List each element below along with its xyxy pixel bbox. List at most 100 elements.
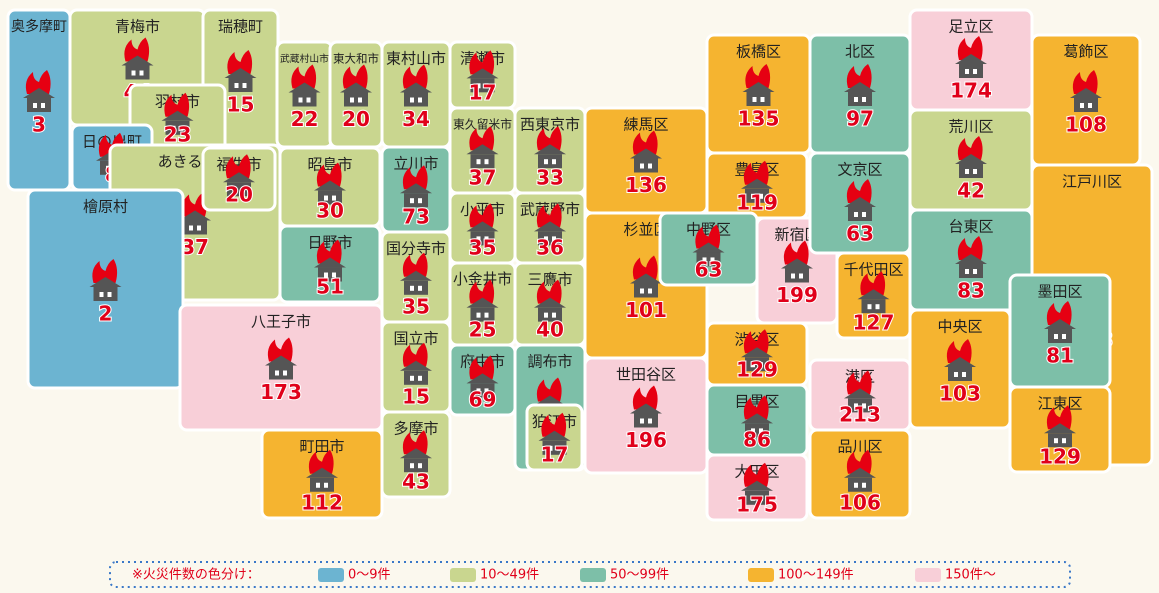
house-roof [944,357,976,367]
flame-icon [957,236,983,260]
region-name: 千代田区 [843,261,903,279]
house-window [476,159,481,165]
legend-swatch [580,568,606,582]
house-window [648,288,652,294]
region: 文京区 63 [808,151,912,255]
house-roof [857,289,890,300]
house-body [344,92,368,107]
house-body [292,92,317,107]
house-body [269,365,293,380]
region-name: 江東区 [1037,395,1082,413]
house-window [751,193,755,199]
fire-count: 97 [846,107,874,131]
house-body [848,398,872,413]
house-window [484,83,489,89]
house-window [350,97,354,103]
region-name: 小金井市 [453,271,512,288]
fire-count: 136 [625,173,667,197]
flame-icon [469,203,495,228]
region-name: 文京区 [837,161,882,179]
house-window [760,97,765,102]
house-body [470,383,495,398]
house-window [1054,334,1058,339]
house-window [476,236,481,242]
house-window [484,236,489,242]
house-window [965,269,969,274]
region: 江東区 129 [1008,385,1112,474]
house-body [165,120,190,135]
flame-icon [402,64,428,89]
house-window [332,272,336,278]
house-window [418,97,422,103]
house-window [306,97,311,103]
house-body [93,287,118,301]
house-window [1080,103,1084,108]
house-body [746,92,771,106]
house-window [759,495,763,501]
fire-count: 174 [950,79,992,103]
house-roof [534,144,566,155]
house-roof [89,277,122,287]
house-window [99,292,104,297]
flame-icon [695,224,721,249]
region-name: 品川区 [837,438,882,456]
house-window [358,97,362,103]
flame-icon [316,239,342,264]
house-window [410,375,414,381]
house-window [973,69,977,74]
region-name: 国分寺市 [386,240,446,258]
flame-icon [291,64,317,89]
house-body [745,357,769,372]
fire-count: 42 [957,179,985,203]
fire-count: 33 [536,166,564,190]
house-window [544,312,548,318]
house-body [1048,329,1072,343]
house-roof [781,258,813,269]
region: 千代田区 127 [835,251,912,340]
house-window [476,83,481,89]
house-window [759,428,763,434]
flame-icon [402,165,428,190]
house-window [484,312,489,318]
house-window [316,482,320,488]
region-name: 新宿区 [774,226,819,244]
fire-count: 196 [625,428,667,452]
house-body [470,78,495,93]
region: 台東区 83 [908,208,1034,312]
house-body [634,158,658,173]
house-window [862,212,866,217]
region: 国分寺市 35 [380,230,452,324]
house-window [751,428,755,434]
house-window [298,97,303,103]
region: 昭島市 30 [278,146,382,228]
house-window [954,372,958,377]
house-body [404,370,428,385]
house-window [867,304,872,310]
house-body [848,477,872,492]
house-window [418,198,422,204]
fire-count: 15 [227,93,255,117]
house-window [484,159,489,165]
flame-icon [25,70,51,94]
fire-count: 35 [402,295,430,319]
flame-icon [743,160,769,185]
house-roof [400,270,432,281]
region-name: 葛飾区 [1063,43,1108,61]
flame-icon [846,370,872,395]
region-name: 中央区 [937,318,982,336]
region: 足立区 174 [908,8,1034,112]
region-name: 八王子市 [251,313,311,331]
fire-count: 86 [743,428,771,452]
house-roof [466,221,499,232]
house-roof [844,197,876,207]
house-window [418,463,422,469]
fire-count: 17 [469,81,497,105]
flame-icon [267,337,293,362]
region: 品川区 106 [808,428,912,520]
flame-icon [469,355,495,380]
flame-icon [743,329,769,354]
house-body [745,490,769,505]
